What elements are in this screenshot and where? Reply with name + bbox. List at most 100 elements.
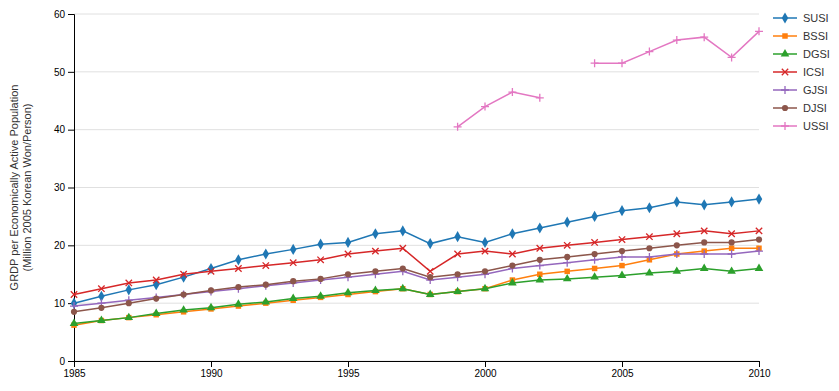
marker: [152, 309, 161, 316]
legend-label: DJSI: [803, 102, 827, 114]
marker: [537, 222, 543, 233]
tick-label: 2005: [611, 368, 634, 379]
marker: [700, 250, 708, 258]
marker: [482, 268, 488, 274]
marker: [208, 263, 214, 274]
tick: 30: [54, 182, 74, 193]
marker: [564, 254, 570, 260]
line: [74, 231, 759, 295]
marker: [263, 282, 269, 288]
legend-marker: [782, 69, 788, 75]
marker: [153, 295, 159, 301]
tick: 1995: [337, 361, 360, 379]
plot: 1985199019952000200520100102030405060: [54, 9, 771, 379]
marker: [400, 225, 406, 236]
marker: [646, 233, 652, 239]
marker: [619, 248, 625, 254]
tick: 20: [54, 240, 74, 251]
marker: [235, 284, 241, 290]
marker: [536, 94, 544, 102]
marker: [701, 228, 707, 234]
marker: [372, 268, 378, 274]
marker: [400, 265, 406, 271]
marker: [344, 288, 353, 295]
marker: [701, 239, 707, 245]
grid-line: [74, 14, 759, 15]
tick-label: 30: [54, 182, 66, 193]
legend-entry: DJSI: [773, 102, 827, 114]
marker: [263, 248, 269, 259]
marker: [454, 251, 460, 257]
marker: [235, 254, 241, 265]
marker: [372, 248, 378, 254]
legend-marker: [782, 105, 788, 111]
grid-line: [74, 303, 759, 304]
marker: [509, 251, 515, 257]
tick-label: 50: [54, 67, 66, 78]
series: [70, 247, 763, 310]
marker: [619, 236, 625, 242]
line: [458, 31, 759, 126]
marker: [673, 250, 681, 258]
tick: 2000: [474, 361, 497, 379]
marker: [729, 239, 735, 245]
marker: [454, 231, 460, 242]
grid-line: [74, 187, 759, 188]
series: [454, 27, 763, 130]
legend-marker: [781, 49, 790, 56]
marker: [290, 278, 296, 284]
marker: [537, 245, 543, 251]
legend-entry: GJSI: [773, 84, 827, 96]
marker: [674, 196, 680, 207]
series: [71, 228, 762, 298]
legend-entry: USSI: [773, 120, 829, 132]
marker: [345, 237, 351, 248]
marker: [674, 242, 680, 248]
tick-mark: [68, 72, 74, 73]
series: [71, 236, 762, 314]
legend-label: BSSI: [803, 30, 828, 42]
tick: 2010: [748, 361, 771, 379]
marker: [645, 48, 653, 56]
marker: [290, 244, 296, 255]
marker: [290, 259, 296, 265]
marker: [262, 297, 271, 304]
line: [74, 251, 759, 306]
line: [74, 240, 759, 312]
tick-mark: [348, 361, 349, 367]
marker: [453, 287, 462, 294]
marker: [208, 268, 214, 274]
marker: [619, 263, 624, 268]
legend-marker: [782, 12, 788, 23]
tick-mark: [622, 361, 623, 367]
line: [74, 199, 759, 303]
chart: 1985199019952000200520100102030405060GRD…: [0, 0, 839, 391]
marker: [371, 285, 380, 292]
grid: [74, 14, 759, 361]
grid-line: [74, 129, 759, 130]
marker: [728, 250, 736, 258]
marker: [153, 277, 159, 283]
marker: [208, 287, 214, 293]
marker: [756, 193, 762, 204]
tick: 1985: [63, 361, 86, 379]
legend-marker: [782, 33, 787, 38]
marker: [234, 299, 243, 306]
marker: [508, 278, 517, 285]
tick-mark: [68, 14, 74, 15]
marker: [180, 272, 186, 283]
marker: [591, 59, 599, 67]
marker: [126, 280, 132, 286]
marker: [755, 27, 763, 35]
marker: [234, 285, 242, 293]
marker: [318, 276, 324, 282]
tick-mark: [759, 361, 760, 367]
marker: [317, 257, 323, 263]
marker: [317, 276, 325, 284]
marker: [399, 284, 408, 291]
marker: [646, 245, 652, 251]
marker: [618, 59, 626, 67]
marker: [481, 284, 490, 291]
marker: [674, 231, 680, 237]
marker: [289, 279, 297, 287]
